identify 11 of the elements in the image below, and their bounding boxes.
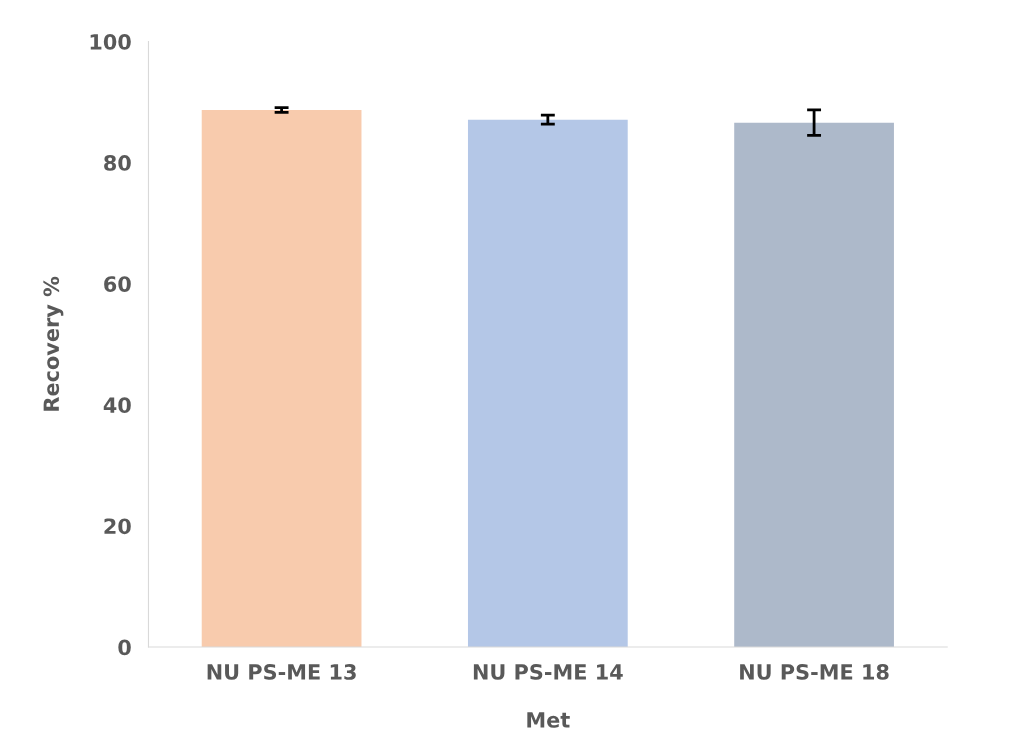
- x-tick-label: NU PS-ME 13: [207, 664, 356, 680]
- x-tick-label: NU PS-ME 18: [740, 664, 889, 680]
- y-tick-label: 60: [104, 276, 131, 292]
- x-tick-label: NU PS-ME 14: [473, 664, 623, 680]
- y-tick-label: 20: [104, 518, 131, 535]
- x-axis-title: Met: [527, 712, 570, 728]
- y-tick-label: 0: [118, 639, 131, 656]
- y-tick-label: 100: [90, 33, 131, 50]
- y-tick-label: 40: [103, 397, 131, 414]
- y-tick-label: 80: [104, 155, 131, 171]
- y-axis-title: Recovery %: [43, 276, 64, 411]
